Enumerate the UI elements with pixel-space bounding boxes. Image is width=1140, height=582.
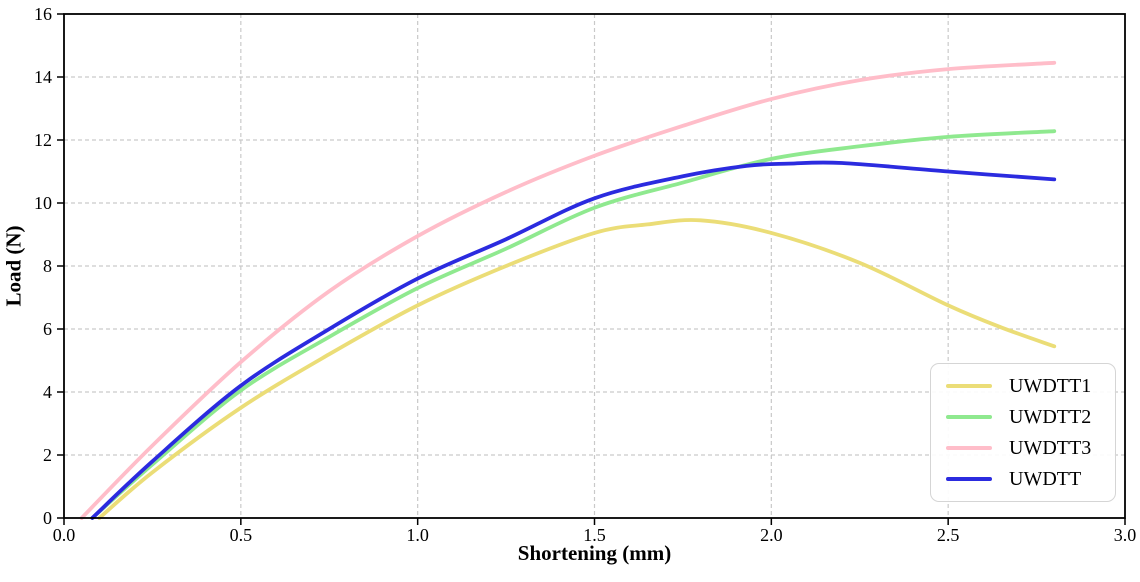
x-tick-label: 2.0 [760, 525, 783, 545]
y-tick-label: 16 [34, 4, 52, 24]
series-line-UWDTT2 [90, 129, 1057, 520]
legend-item-UWDTT1: UWDTT1 [931, 374, 1115, 398]
x-tick-label: 1.5 [583, 525, 606, 545]
legend-item-UWDTT3: UWDTT3 [931, 436, 1115, 460]
series-line-UWDTT3 [79, 60, 1057, 520]
x-tick-label: 0.5 [230, 525, 253, 545]
y-tick-label: 4 [43, 382, 52, 402]
x-axis-label: Shortening (mm) [517, 541, 672, 565]
y-tick-label: 8 [43, 256, 52, 276]
series-line-UWDTT [90, 160, 1057, 520]
legend-swatch-UWDTT3 [946, 445, 992, 450]
y-tick-label: 10 [34, 193, 52, 213]
legend-swatch-UWDTT1 [946, 384, 992, 389]
y-axis-label: Load (N) [1, 225, 26, 307]
y-tick-label: 6 [43, 319, 52, 339]
x-tick-label: 1.0 [406, 525, 429, 545]
legend: UWDTT1 UWDTT2 UWDTT3 UWDTT [930, 363, 1116, 502]
legend-item-UWDTT2: UWDTT2 [931, 405, 1115, 429]
legend-label-UWDTT3: UWDTT3 [1009, 436, 1092, 459]
legend-item-UWDTT: UWDTT [931, 467, 1115, 491]
y-tick-label: 0 [43, 508, 52, 528]
legend-label-UWDTT1: UWDTT1 [1009, 375, 1092, 398]
x-tick-label: 2.5 [937, 525, 960, 545]
y-tick-label: 2 [43, 445, 52, 465]
series-line-UWDTT1 [97, 218, 1057, 520]
legend-label-UWDTT: UWDTT [1009, 467, 1082, 490]
y-tick-label: 14 [34, 67, 52, 87]
legend-label-UWDTT2: UWDTT2 [1009, 406, 1092, 429]
y-tick-label: 12 [34, 130, 52, 150]
x-tick-label: 0.0 [53, 525, 76, 545]
legend-swatch-UWDTT [946, 476, 992, 481]
legend-swatch-UWDTT2 [946, 415, 992, 420]
x-tick-label: 3.0 [1114, 525, 1137, 545]
